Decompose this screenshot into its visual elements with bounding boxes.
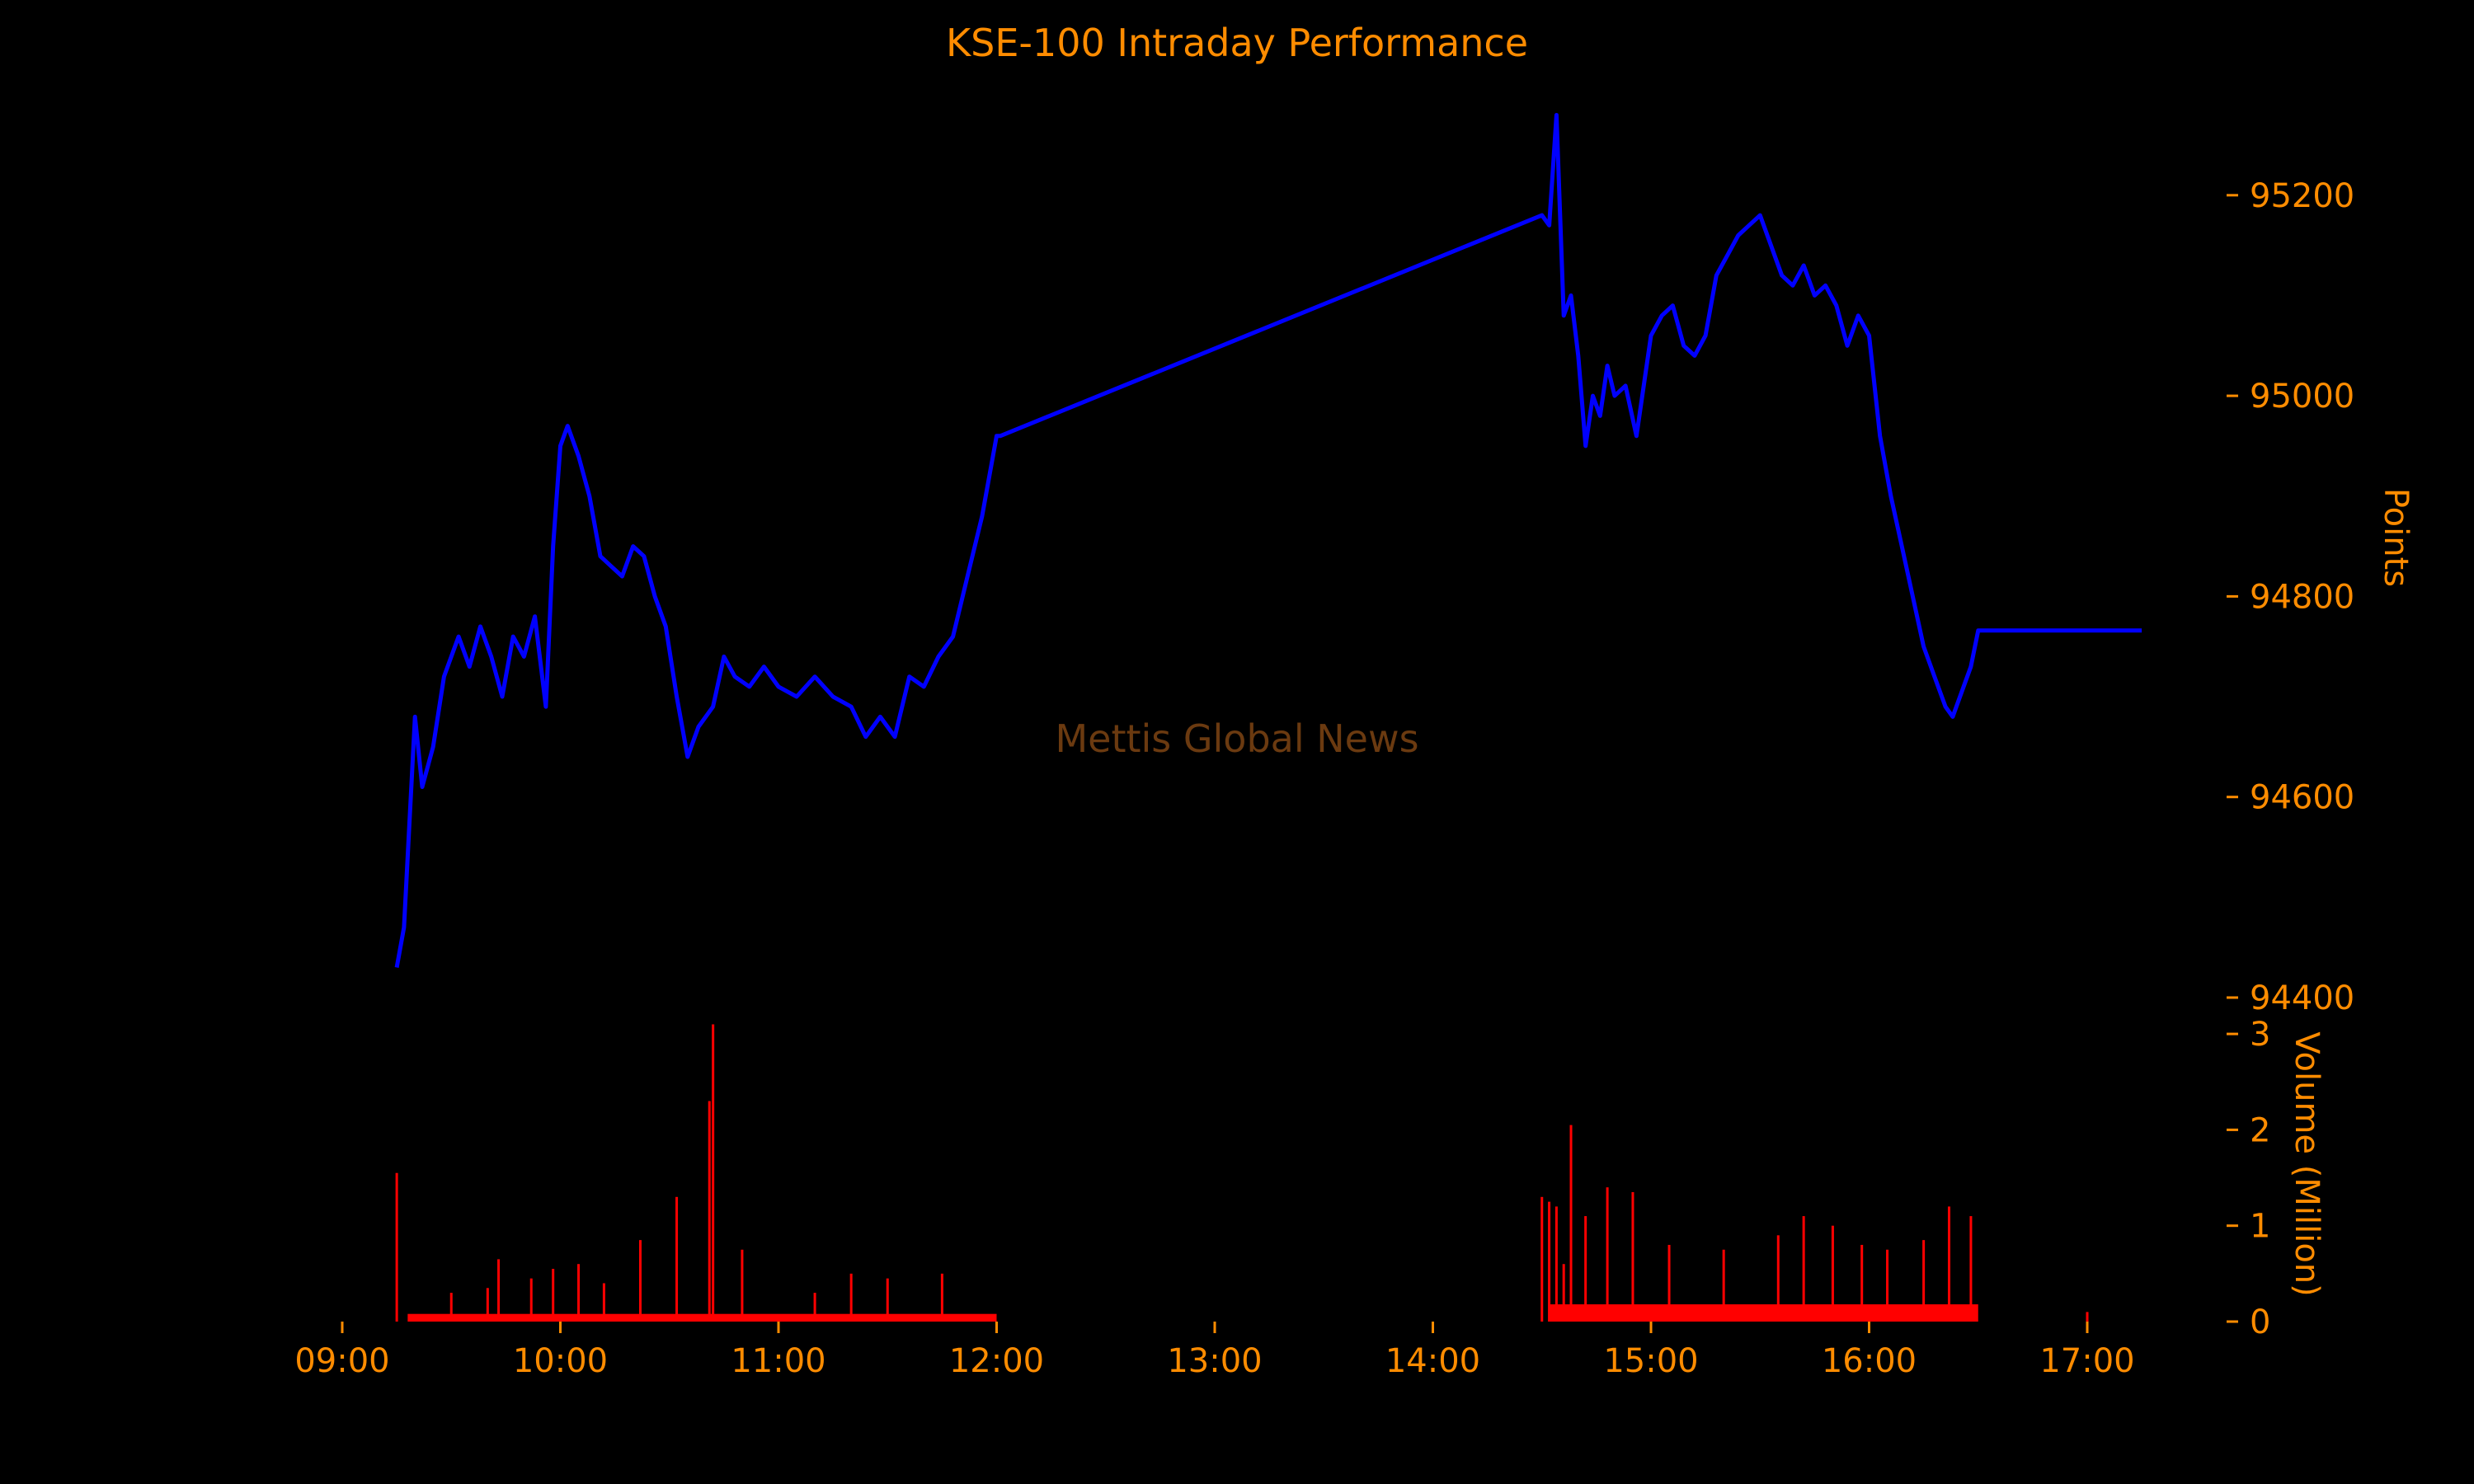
volume-tick-label: 0 xyxy=(2250,1303,2270,1341)
volume-bar xyxy=(552,1269,555,1322)
price-axis-label: Points xyxy=(2377,488,2415,587)
price-tick-label: 95000 xyxy=(2250,378,2354,416)
time-tick-label: 15:00 xyxy=(1603,1342,1698,1380)
volume-bars xyxy=(395,1024,2089,1322)
volume-baseline xyxy=(1549,1304,1978,1322)
volume-bar xyxy=(1831,1225,1834,1322)
volume-bar xyxy=(886,1278,889,1322)
volume-bar xyxy=(1540,1196,1544,1322)
volume-tick-label: 1 xyxy=(2250,1208,2270,1246)
volume-tick-label: 2 xyxy=(2250,1111,2270,1149)
volume-bar xyxy=(675,1196,679,1322)
volume-axis-label: Volume (Million) xyxy=(2288,1031,2326,1296)
volume-bar xyxy=(602,1283,605,1322)
volume-bar xyxy=(1802,1216,1805,1322)
volume-bar xyxy=(1606,1187,1609,1322)
volume-bar xyxy=(1584,1216,1587,1322)
price-tick-label: 94800 xyxy=(2250,578,2354,616)
price-tick-label: 95200 xyxy=(2250,177,2354,215)
price-line xyxy=(394,113,2142,968)
volume-bar xyxy=(813,1293,816,1322)
volume-bar xyxy=(1631,1191,1634,1322)
time-tick-label: 12:00 xyxy=(949,1342,1044,1380)
volume-bar xyxy=(1860,1244,1864,1322)
volume-bar xyxy=(2086,1312,2089,1322)
volume-bar xyxy=(1886,1249,1889,1322)
volume-bar xyxy=(1722,1249,1725,1322)
volume-bar xyxy=(1969,1216,1973,1322)
volume-bar xyxy=(395,1172,398,1322)
volume-baseline xyxy=(407,1313,997,1322)
volume-axis: 0 1 2 3 xyxy=(2227,1016,2270,1341)
volume-bar xyxy=(1554,1206,1558,1322)
watermark-text: Mettis Global News xyxy=(1055,716,1418,761)
time-tick-label: 17:00 xyxy=(2039,1342,2134,1380)
volume-bar xyxy=(577,1264,581,1322)
volume-bar xyxy=(1667,1244,1671,1322)
volume-bar xyxy=(529,1278,533,1322)
time-tick-label: 11:00 xyxy=(731,1342,825,1380)
volume-bar xyxy=(1562,1264,1565,1322)
volume-bar xyxy=(486,1288,489,1322)
price-axis: 94400 94600 94800 95000 95200 xyxy=(2227,177,2354,1017)
volume-tick-label: 3 xyxy=(2250,1016,2270,1054)
time-tick-label: 10:00 xyxy=(513,1342,608,1380)
volume-bar xyxy=(849,1273,853,1322)
volume-bar xyxy=(1776,1235,1780,1322)
volume-bar xyxy=(1947,1206,1950,1322)
volume-bar xyxy=(741,1249,744,1322)
time-axis: 09:00 10:00 11:00 12:00 13:00 14:00 15:00 16:00… xyxy=(294,1322,2135,1380)
volume-bar xyxy=(708,1101,711,1322)
time-tick-label: 13:00 xyxy=(1167,1342,1262,1380)
price-series xyxy=(394,113,2142,968)
volume-bar xyxy=(638,1240,642,1322)
volume-bar xyxy=(1922,1240,1926,1322)
volume-bar xyxy=(712,1024,715,1322)
time-tick-label: 09:00 xyxy=(294,1342,389,1380)
volume-bar xyxy=(1569,1125,1573,1322)
volume-bar xyxy=(497,1259,501,1322)
volume-bar xyxy=(940,1273,943,1322)
time-tick-label: 14:00 xyxy=(1385,1342,1480,1380)
time-tick-label: 16:00 xyxy=(1822,1342,1917,1380)
volume-bar xyxy=(449,1293,453,1322)
chart-title: KSE-100 Intraday Performance xyxy=(946,21,1528,65)
volume-bar xyxy=(1548,1201,1551,1322)
price-tick-label: 94600 xyxy=(2250,779,2354,817)
price-tick-label: 94400 xyxy=(2250,979,2354,1017)
